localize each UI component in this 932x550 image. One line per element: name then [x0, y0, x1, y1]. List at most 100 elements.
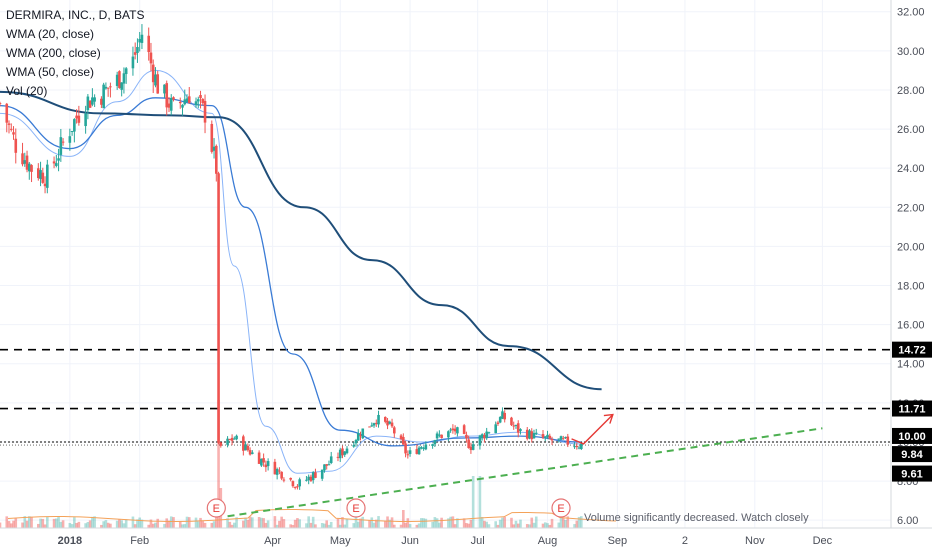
candle-body — [106, 87, 110, 89]
volume-bar — [325, 520, 329, 528]
time-tick-label: Nov — [745, 535, 765, 547]
price-tag: 10.00 — [898, 431, 926, 443]
volume-bar — [194, 517, 198, 528]
volume-bar — [262, 518, 265, 528]
candle-body — [388, 421, 392, 424]
time-axis[interactable]: 2018 Feb Apr May Jun Jul Aug Sep 2 Nov Dec — [58, 535, 833, 547]
candle-body — [233, 438, 236, 440]
volume-bar — [424, 518, 428, 528]
candle-body — [372, 423, 376, 426]
volume-bar — [487, 524, 491, 528]
volume-bar — [43, 524, 47, 528]
candle-body — [88, 100, 92, 108]
legend-wma20[interactable]: WMA (20, close) — [6, 27, 95, 41]
volume-bar — [104, 520, 108, 528]
candle-body — [577, 447, 581, 449]
volume-bar — [478, 476, 482, 528]
price-tick-label: 30.00 — [897, 46, 925, 58]
volume-bar — [573, 524, 576, 528]
volume-ma-line — [7, 509, 617, 522]
candle-body — [124, 68, 128, 75]
volume-bar — [68, 522, 72, 528]
candle-body — [41, 172, 45, 183]
candle-body — [86, 96, 90, 111]
candle-body — [199, 95, 202, 99]
candle-body — [449, 429, 452, 431]
volume-bar — [534, 516, 538, 528]
candle-body — [273, 461, 277, 475]
candle-body — [260, 458, 263, 466]
legend-wma50[interactable]: WMA (50, close) — [6, 65, 95, 79]
volume-bar — [100, 524, 103, 528]
candle-body — [215, 145, 218, 174]
legend-wma200[interactable]: WMA (200, close) — [6, 46, 101, 60]
volume-bar — [91, 516, 94, 528]
volume-bar — [341, 517, 344, 528]
volume-bar — [433, 517, 437, 528]
candle-body — [167, 103, 171, 108]
candle-body — [187, 96, 191, 104]
candle-body — [77, 115, 81, 123]
candle-body — [118, 71, 121, 88]
candle-body — [280, 471, 283, 479]
volume-bar — [246, 519, 250, 528]
candle-body — [219, 442, 223, 446]
volume-bar — [377, 516, 380, 528]
volume-bar — [275, 524, 279, 528]
volume-bar — [532, 522, 536, 528]
candle-body — [424, 444, 428, 450]
candle-body — [210, 123, 214, 152]
volume-bar — [46, 517, 49, 528]
volume-bar — [550, 518, 554, 528]
volume-bar — [512, 524, 516, 528]
candle-body — [52, 161, 56, 164]
wma50-line — [0, 97, 582, 447]
candle-body — [172, 97, 175, 100]
volume-bar — [438, 522, 441, 528]
volume-bar — [399, 524, 403, 528]
volume-bar — [151, 523, 155, 528]
candle-body — [21, 153, 24, 165]
candle-body — [516, 423, 520, 433]
candle-body — [433, 440, 437, 445]
volume-bar — [203, 522, 207, 528]
candle-body — [275, 469, 279, 475]
volume-bar — [138, 517, 141, 528]
candle-body — [75, 115, 78, 119]
volume-bar — [147, 524, 151, 528]
volume-bar — [293, 519, 297, 528]
legend-symbol-title[interactable]: DERMIRA, INC., D, BATS — [6, 8, 145, 22]
horizontal-levels[interactable] — [0, 348, 891, 446]
candle-body — [386, 420, 389, 426]
legend-vol[interactable]: Vol (20) — [6, 84, 48, 98]
candle-body — [408, 450, 412, 454]
candle-body — [244, 444, 247, 451]
candle-body — [217, 173, 220, 443]
volume-bar — [169, 516, 173, 528]
volume-bar — [471, 476, 475, 528]
candle-body — [248, 450, 252, 455]
volume-bar — [25, 520, 29, 528]
candle-body — [530, 431, 534, 440]
time-tick-label: Sep — [608, 535, 628, 547]
candle-body — [122, 73, 126, 84]
volume-bar — [61, 520, 65, 528]
drawings[interactable] — [227, 413, 823, 518]
volume-bar — [215, 517, 218, 528]
volume-bar — [498, 519, 502, 528]
volume-bar — [323, 523, 326, 528]
volume-bar — [278, 520, 281, 528]
candle-body — [341, 448, 344, 456]
candle-body — [230, 437, 234, 441]
candle-body — [296, 486, 299, 488]
candle-body — [564, 437, 567, 439]
volume-bar — [183, 524, 187, 528]
candle-body — [580, 443, 583, 450]
time-tick-label: 2018 — [58, 535, 82, 547]
candle-body — [561, 438, 565, 440]
candle-body — [361, 428, 365, 439]
candle-body — [438, 434, 441, 436]
volume-bar — [383, 521, 387, 528]
